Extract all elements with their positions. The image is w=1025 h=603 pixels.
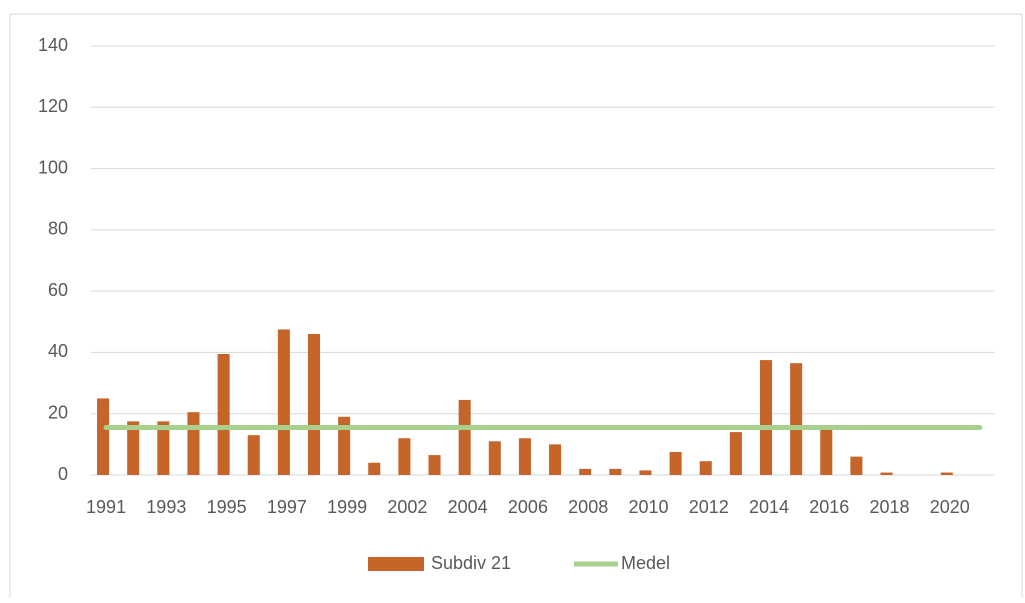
y-tick-label: 80 — [48, 219, 68, 239]
bar — [187, 412, 200, 475]
bar — [127, 421, 140, 475]
y-tick-label: 100 — [38, 157, 68, 177]
chart-frame — [9, 13, 1023, 603]
bar — [579, 468, 592, 475]
x-tick-label: 2014 — [749, 497, 789, 517]
x-tick-label: 1991 — [86, 497, 126, 517]
y-tick-label: 0 — [58, 464, 68, 484]
x-tick-label: 2002 — [387, 497, 427, 517]
bar — [307, 334, 321, 475]
bar — [368, 462, 381, 475]
y-tick-label: 60 — [48, 280, 68, 300]
bar — [820, 429, 833, 475]
x-tick-label: 2016 — [809, 497, 849, 517]
bar — [609, 468, 622, 475]
y-tick-label: 140 — [38, 35, 68, 55]
bar — [338, 416, 351, 475]
bar — [157, 421, 170, 475]
bar — [759, 360, 773, 475]
y-tick-label: 20 — [48, 402, 68, 422]
legend-label: Subdiv 21 — [431, 553, 511, 573]
x-tick-label: 1999 — [327, 497, 367, 517]
x-tick-label: 2020 — [930, 497, 970, 517]
x-tick-label: 2012 — [689, 497, 729, 517]
bar — [247, 435, 260, 475]
bar — [940, 472, 953, 475]
bar — [729, 432, 742, 475]
bar — [518, 438, 531, 475]
bar — [850, 456, 863, 475]
legend-swatch — [368, 557, 424, 571]
bar — [488, 441, 501, 475]
bar — [458, 399, 471, 475]
bar — [699, 461, 712, 475]
bar — [639, 470, 652, 475]
x-tick-label: 2004 — [448, 497, 488, 517]
bar — [277, 329, 290, 475]
bar — [790, 363, 803, 475]
x-tick-label: 1997 — [267, 497, 307, 517]
bar — [880, 472, 893, 475]
bar — [97, 398, 110, 475]
bar — [549, 444, 562, 475]
bar — [428, 455, 441, 475]
x-tick-label: 2008 — [568, 497, 608, 517]
bar — [398, 438, 411, 475]
bar — [217, 353, 230, 475]
x-tick-label: 1995 — [207, 497, 247, 517]
x-tick-label: 2018 — [870, 497, 910, 517]
x-tick-label: 2010 — [628, 497, 668, 517]
x-tick-label: 2006 — [508, 497, 548, 517]
bar — [669, 452, 682, 475]
y-tick-label: 120 — [38, 96, 68, 116]
y-tick-label: 40 — [48, 341, 68, 361]
legend-label: Medel — [621, 553, 670, 573]
x-tick-label: 1993 — [146, 497, 186, 517]
